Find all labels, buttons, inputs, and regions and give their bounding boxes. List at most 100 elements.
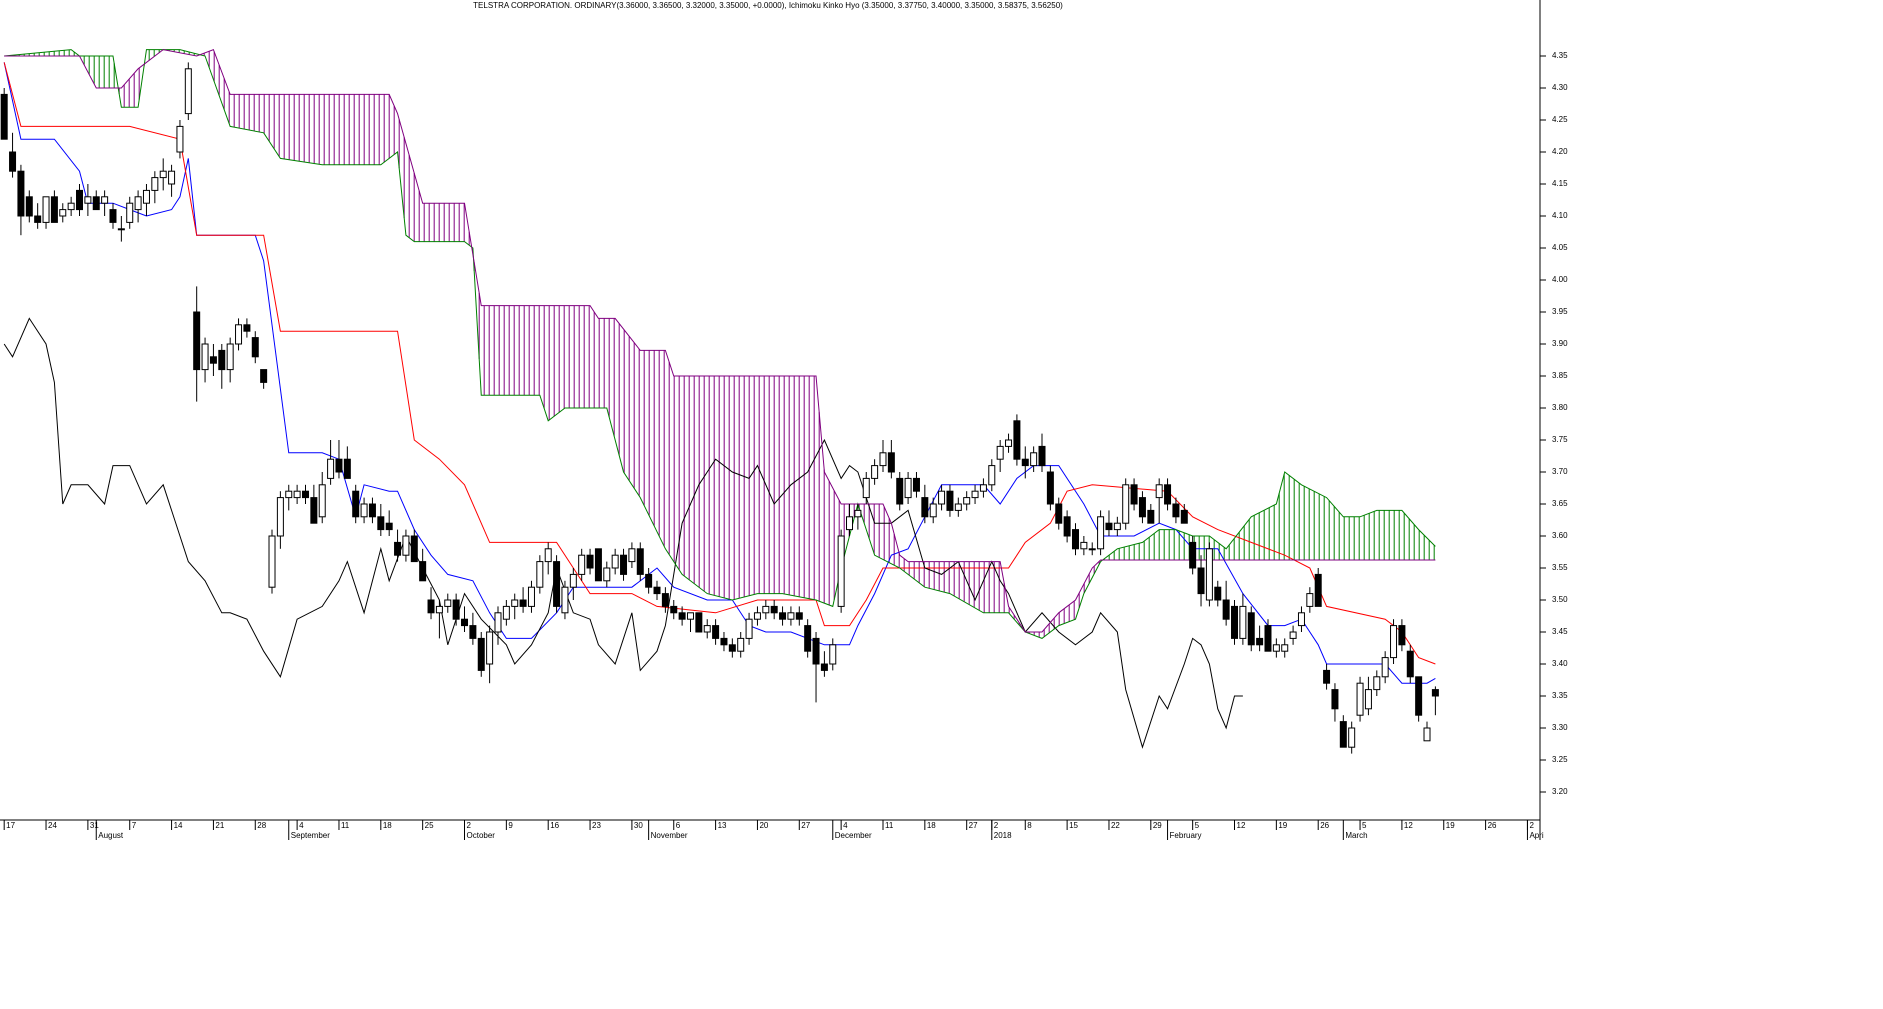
x-tick-label: 20: [759, 821, 768, 830]
candle-body: [1364, 689, 1372, 710]
candle-body: [1264, 625, 1272, 652]
indicator-line: [4, 48, 1436, 633]
x-tick-label: 19: [1446, 821, 1455, 830]
candle-body: [142, 189, 150, 204]
candle-body: [243, 324, 251, 332]
x-tick-label: 2: [467, 821, 472, 830]
candle-body: [912, 477, 920, 492]
candle-body: [921, 497, 929, 518]
candle-body: [1155, 484, 1163, 499]
candle-body: [25, 196, 33, 217]
candle-body: [636, 548, 644, 575]
x-tick-label: 18: [927, 821, 936, 830]
y-tick-label: 3.40: [1552, 659, 1568, 668]
month-label: Apri: [1529, 831, 1543, 840]
candle-body: [1423, 727, 1431, 742]
candle-body: [184, 68, 192, 115]
candle-body: [168, 170, 176, 185]
month-label: February: [1170, 831, 1202, 840]
month-label: September: [291, 831, 330, 840]
candle-body: [954, 503, 962, 511]
candle-body: [477, 637, 485, 671]
candle-body: [670, 605, 678, 614]
candle-body: [360, 503, 368, 518]
candle-body: [603, 567, 611, 582]
candle-body: [1281, 644, 1289, 652]
candle-body: [1097, 516, 1105, 550]
month-label: August: [98, 831, 124, 840]
x-tick-label: 17: [6, 821, 15, 830]
chart-title: TELSTRA CORPORATION. ORDINARY(3.36000, 3…: [473, 1, 1063, 10]
candle-body: [1197, 567, 1205, 595]
candle-body: [837, 535, 845, 607]
candle-body: [76, 189, 84, 211]
month-label: October: [467, 831, 496, 840]
candle-body: [511, 599, 519, 607]
candle-body: [904, 477, 912, 499]
month-label: March: [1345, 831, 1367, 840]
candle-body: [753, 612, 761, 620]
candle-body: [553, 561, 561, 607]
candle-body: [486, 631, 494, 665]
candle-body: [42, 196, 50, 223]
candle-body: [452, 599, 460, 620]
x-tick-label: 12: [1404, 821, 1413, 830]
candle-body: [896, 477, 904, 505]
candle-body: [285, 490, 293, 499]
x-tick-label: 15: [1069, 821, 1078, 830]
y-tick-label: 3.85: [1552, 371, 1568, 380]
candle-body: [1172, 503, 1180, 518]
candle-body: [620, 554, 628, 575]
x-tick-label: 21: [215, 821, 224, 830]
candle-body: [109, 209, 117, 223]
candle-body: [201, 343, 209, 371]
candle-body: [343, 458, 351, 479]
candle-body: [435, 605, 443, 614]
y-tick-label: 4.00: [1552, 275, 1568, 284]
candle-body: [1247, 612, 1255, 646]
candle-body: [1415, 676, 1423, 716]
x-tick-label: 19: [1278, 821, 1287, 830]
candle-body: [1222, 599, 1230, 620]
candle-body: [812, 637, 820, 665]
candle-body: [17, 170, 25, 217]
x-tick-label: 29: [1153, 821, 1162, 830]
candle-body: [235, 324, 243, 345]
y-tick-label: 4.35: [1552, 51, 1568, 60]
y-tick-label: 3.65: [1552, 499, 1568, 508]
candle-body: [1339, 721, 1347, 748]
candle-body: [251, 337, 259, 358]
candle-body: [862, 477, 870, 499]
candle-body: [310, 497, 318, 524]
candle-body: [1105, 522, 1113, 531]
candle-body: [1314, 573, 1322, 607]
cloud-hatching: [8, 49, 1435, 638]
candle-body: [720, 637, 728, 646]
candle-body: [695, 612, 703, 633]
candle-body: [444, 599, 452, 607]
y-tick-label: 3.70: [1552, 467, 1568, 476]
x-tick-label: 22: [1111, 821, 1120, 830]
x-tick-label: 26: [1488, 821, 1497, 830]
candle-body: [996, 445, 1004, 460]
month-label: December: [835, 831, 872, 840]
candle-body: [645, 573, 653, 588]
candle-body: [1038, 445, 1046, 467]
x-tick-label: 13: [718, 821, 727, 830]
candle-body: [461, 618, 469, 627]
candle-body: [1256, 637, 1264, 646]
x-tick-label: 18: [383, 821, 392, 830]
candle-body: [34, 215, 42, 223]
x-tick-label: 31: [90, 821, 99, 830]
candle-body: [703, 625, 711, 633]
candle-body: [569, 573, 577, 588]
candle-body: [176, 125, 184, 153]
y-tick-label: 4.25: [1552, 115, 1568, 124]
y-tick-label: 3.75: [1552, 435, 1568, 444]
candle-body: [871, 465, 879, 479]
candle-body: [1331, 689, 1339, 710]
y-tick-label: 3.25: [1552, 755, 1568, 764]
candle-body: [427, 599, 435, 614]
